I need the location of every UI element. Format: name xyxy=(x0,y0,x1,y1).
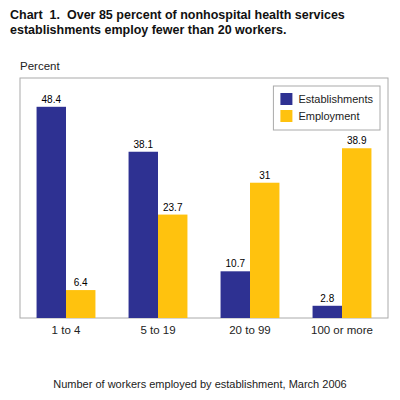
bars xyxy=(37,107,372,318)
bar xyxy=(250,183,279,318)
y-axis-label: Percent xyxy=(20,60,60,72)
data-label: 31 xyxy=(259,170,271,181)
bar xyxy=(158,215,187,318)
bar xyxy=(37,107,66,318)
bar xyxy=(221,271,250,318)
legend-swatch xyxy=(280,110,292,122)
x-tick-label: 20 to 99 xyxy=(229,324,271,336)
data-label: 38.9 xyxy=(347,135,367,146)
x-axis-label: Number of workers employed by establishm… xyxy=(53,378,346,390)
legend-swatch xyxy=(280,93,292,105)
data-label: 6.4 xyxy=(74,277,88,288)
legend-label: Employment xyxy=(298,110,359,122)
x-tick-label: 1 to 4 xyxy=(52,324,81,336)
chart: Chart 1. Over 85 percent of nonhospital … xyxy=(0,0,400,400)
plot-frame xyxy=(20,78,388,318)
x-tick-label: 5 to 19 xyxy=(140,324,175,336)
data-label: 48.4 xyxy=(42,94,62,105)
bar xyxy=(129,152,158,318)
data-label: 38.1 xyxy=(134,139,154,150)
legend-label: Establishments xyxy=(298,93,373,105)
data-label: 23.7 xyxy=(163,202,183,213)
title: Chart 1. Over 85 percent of nonhospital … xyxy=(10,8,345,38)
legend: Establishments Employment xyxy=(273,86,380,130)
x-tick-label: 100 or more xyxy=(311,324,373,336)
data-label: 2.8 xyxy=(320,293,334,304)
title-group: Chart 1. Over 85 percent of nonhospital … xyxy=(10,8,345,38)
data-label: 10.7 xyxy=(226,258,246,269)
bar xyxy=(66,290,95,318)
legend-box xyxy=(273,86,380,130)
bar xyxy=(342,148,371,318)
bar xyxy=(313,306,342,318)
